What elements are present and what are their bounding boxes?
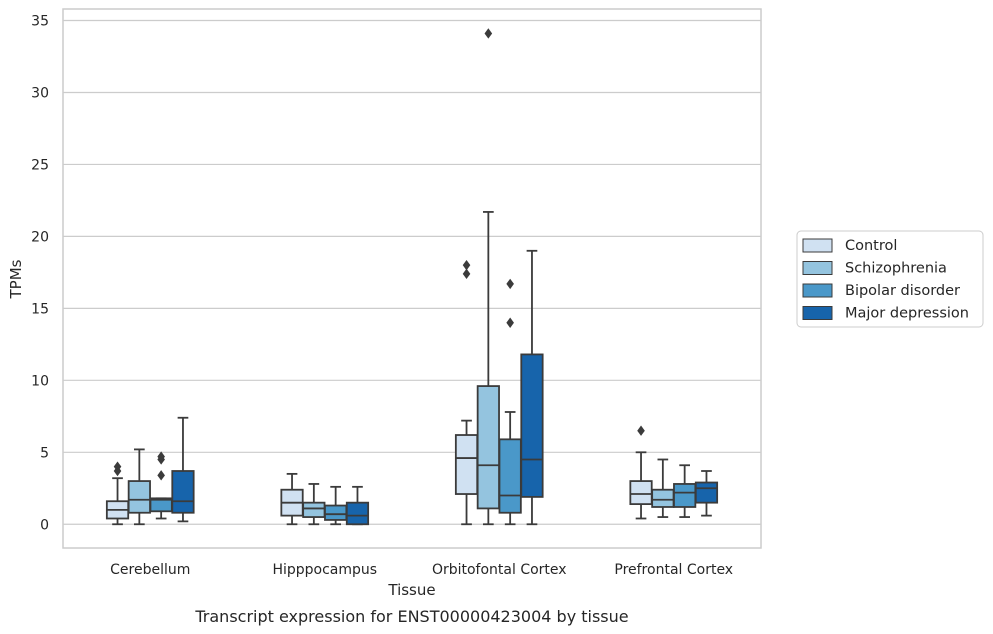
box-schizophrenia: [476, 28, 500, 526]
iqr-box: [520, 353, 544, 498]
iqr-box: [476, 385, 500, 510]
box-major-depression: [694, 470, 719, 517]
iqr-box: [651, 488, 675, 508]
box-bipolar-disorder: [149, 451, 173, 520]
legend-frame: [796, 230, 984, 328]
box-major-depression: [345, 485, 370, 526]
x-tick-label: Hipppocampus: [272, 562, 377, 578]
plot-frame: [62, 8, 762, 549]
iqr-box: [498, 438, 522, 514]
chart-caption: Transcript expression for ENST0000042300…: [194, 607, 628, 626]
outlier-point: [637, 425, 645, 436]
y-tick-label: 20: [31, 229, 49, 245]
box-groups: [105, 28, 719, 526]
iqr-box: [454, 434, 479, 495]
legend-label: Bipolar disorder: [845, 283, 960, 299]
box-bipolar-disorder: [498, 278, 522, 526]
legend-swatch: [802, 283, 833, 298]
outlier-point: [157, 451, 165, 462]
outlier-point: [157, 470, 165, 481]
y-tick-label: 15: [31, 301, 49, 317]
box-major-depression: [171, 416, 195, 523]
box-control: [454, 259, 479, 526]
outlier-point: [113, 461, 122, 472]
box-control: [105, 461, 130, 526]
y-tick-label: 35: [31, 14, 49, 30]
iqr-box: [324, 504, 348, 521]
iqr-box: [345, 501, 370, 526]
iqr-box: [629, 480, 653, 506]
box-schizophrenia: [651, 458, 675, 518]
box-schizophrenia: [127, 448, 151, 526]
outlier-point: [484, 28, 493, 39]
iqr-box: [694, 481, 719, 504]
outlier-point: [462, 259, 471, 271]
outlier-point: [506, 278, 514, 290]
outlier-point: [506, 317, 514, 328]
x-tick-label: Prefrontal Cortex: [614, 562, 733, 578]
box-major-depression: [520, 249, 544, 526]
y-tick-label: 30: [31, 85, 49, 101]
y-tick-label: 25: [31, 157, 49, 173]
box-schizophrenia: [302, 483, 326, 526]
box-bipolar-disorder: [673, 464, 697, 518]
y-tick-label: 10: [31, 373, 49, 389]
legend-label: Control: [845, 238, 897, 254]
box-bipolar-disorder: [324, 485, 348, 526]
box-control: [629, 425, 653, 520]
y-tick-label: 0: [40, 517, 49, 533]
legend-swatch: [802, 306, 833, 320]
iqr-box: [171, 470, 195, 514]
x-axis-label: Tissue: [387, 581, 435, 599]
y-axis-label: TPMs: [7, 259, 25, 299]
box-control: [280, 472, 304, 526]
iqr-box: [302, 501, 326, 518]
gridlines: [63, 19, 761, 525]
legend-label: Major depression: [845, 306, 969, 322]
iqr-box: [673, 483, 697, 508]
legend: Control Schizophrenia Bipolar disorder Majo…: [796, 230, 984, 328]
outlier-point: [462, 268, 471, 280]
iqr-box: [127, 480, 151, 514]
x-tick-label: Orbitofontal Cortex: [432, 562, 567, 578]
x-tick-labels: Cerebellum Hipppocampus Orbitofontal Corte…: [110, 562, 733, 578]
legend-swatch: [802, 238, 833, 253]
y-tick-label: 5: [40, 445, 49, 461]
y-tick-labels: 0 5 10 15 20 25 30 35: [31, 14, 49, 534]
legend-swatch: [802, 261, 833, 275]
legend-label: Schizophrenia: [845, 261, 947, 277]
x-tick-label: Cerebellum: [110, 562, 190, 578]
